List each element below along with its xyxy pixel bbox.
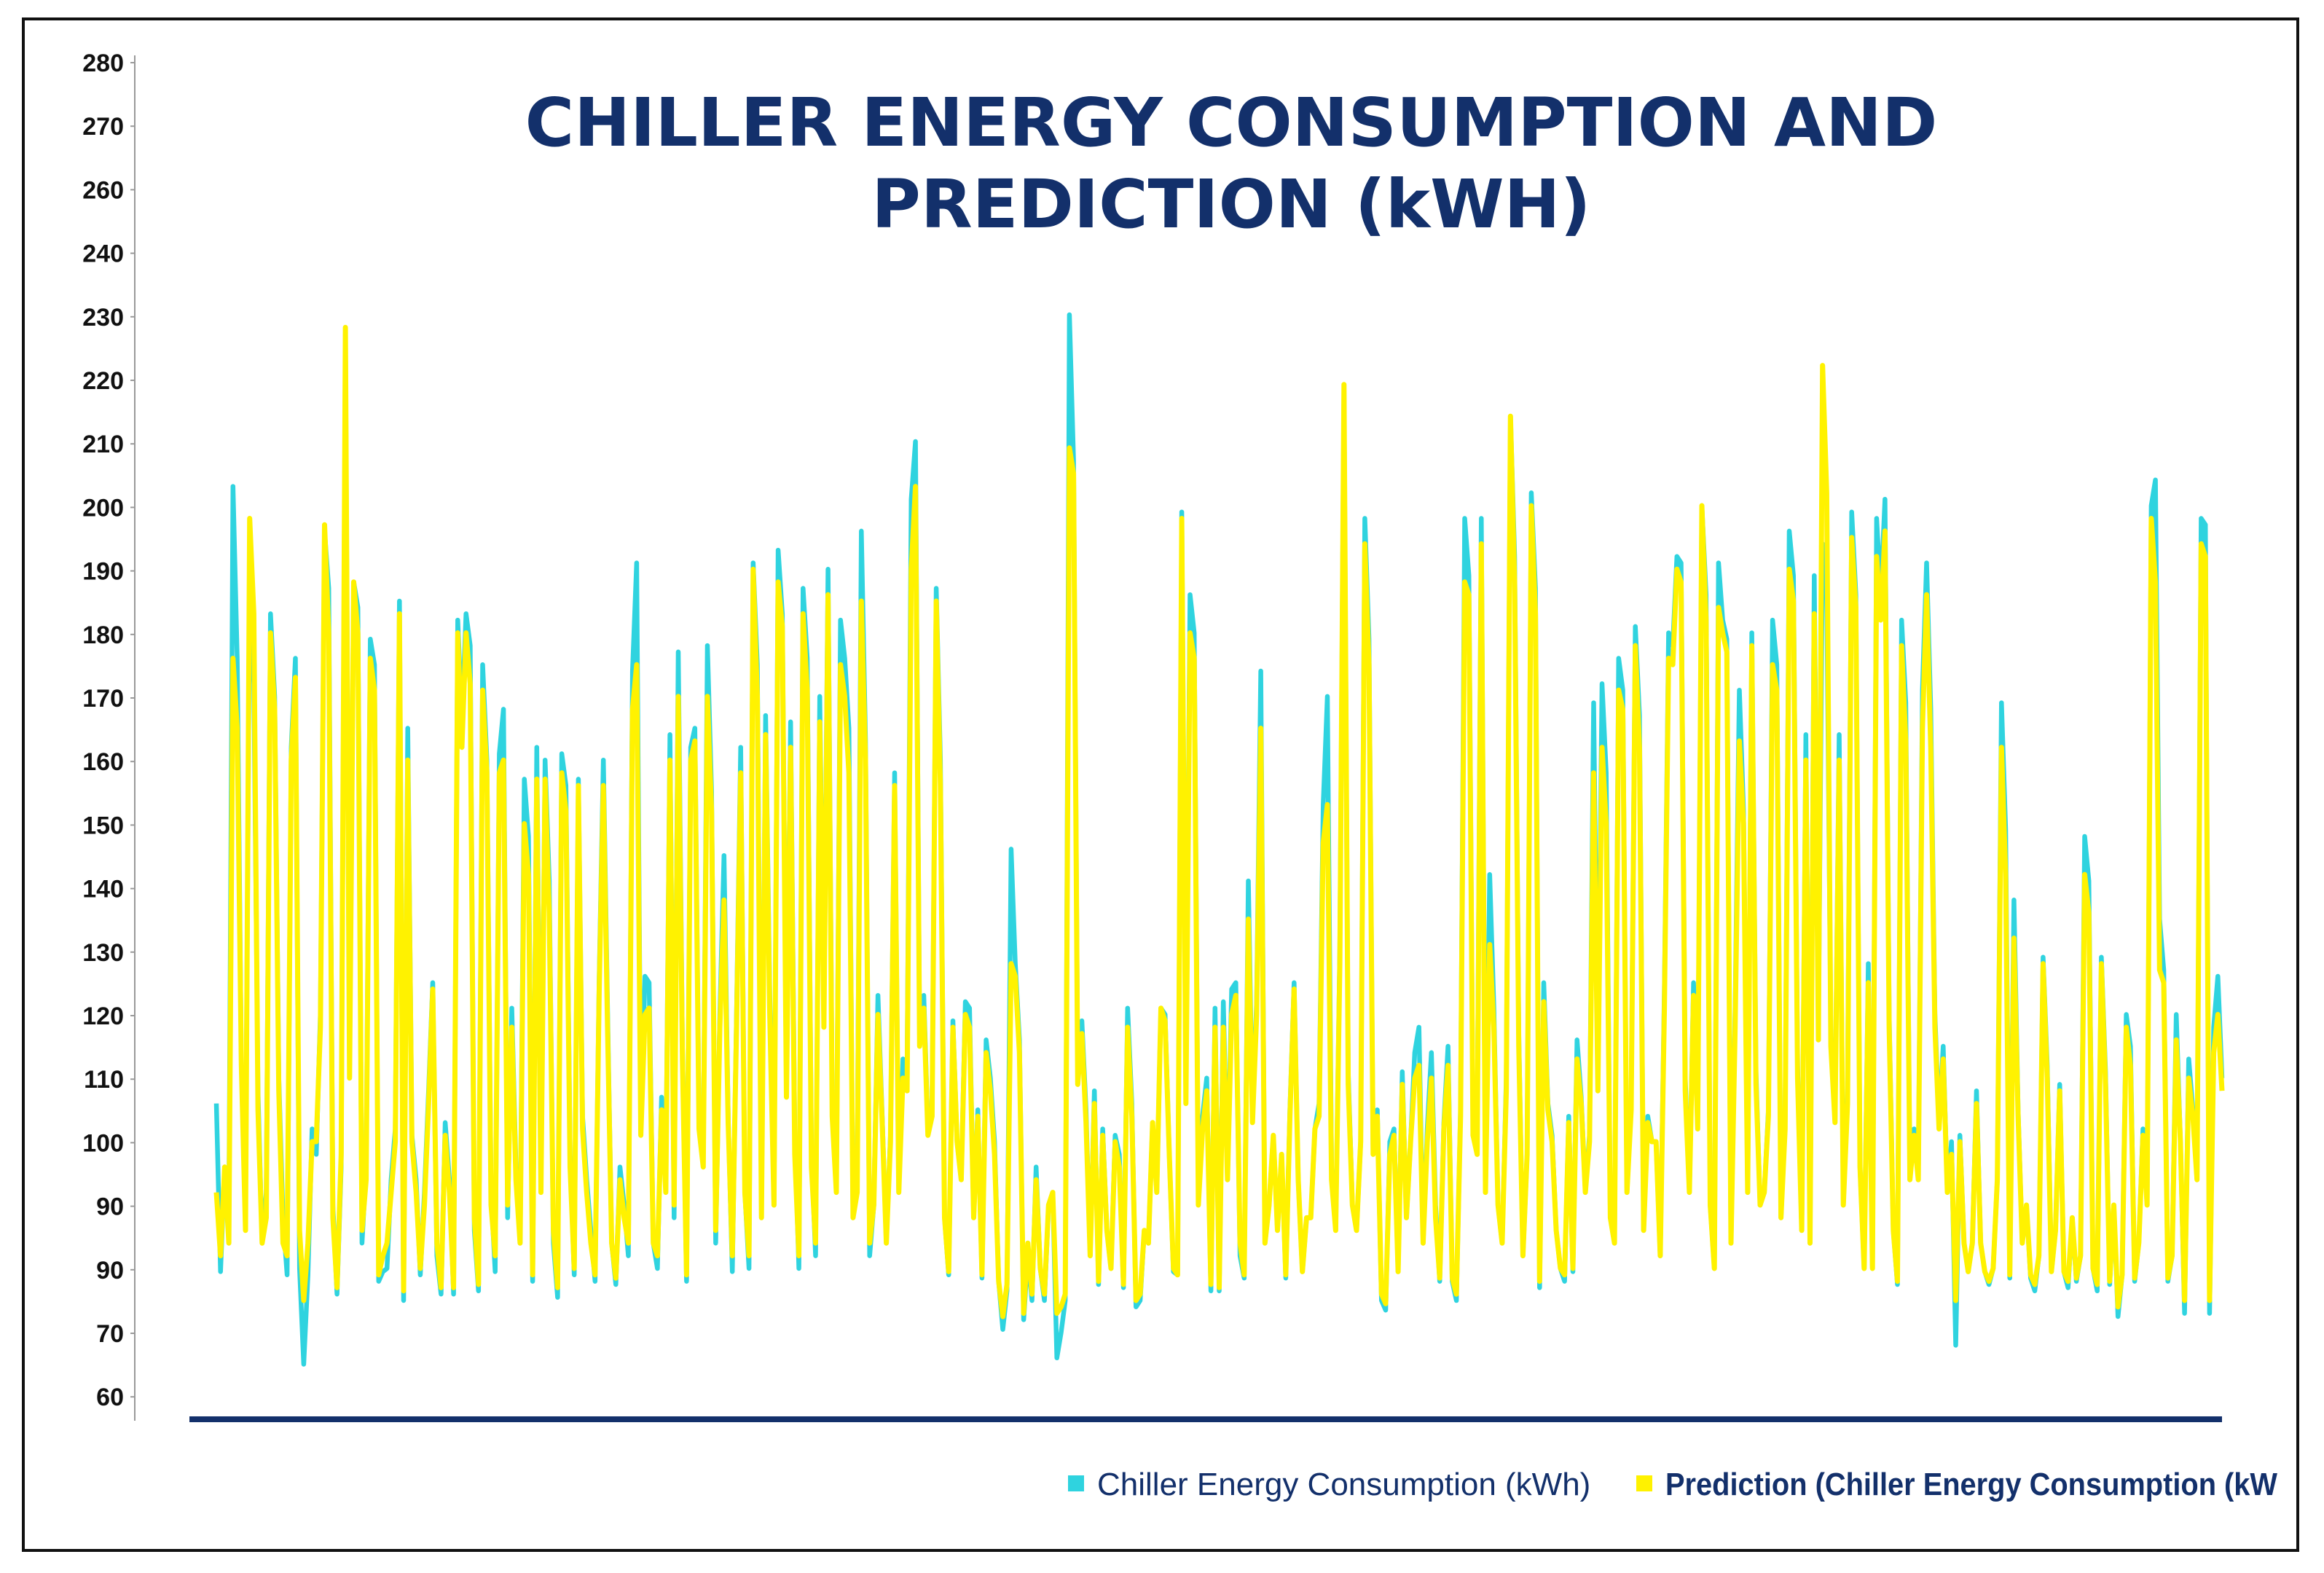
y-tick-label: 270 [82,113,124,141]
legend-label-consumption: Chiller Energy Consumption (kWh) [1097,1467,1590,1502]
y-tick-label: 230 [82,304,124,332]
y-tick-label: 60 [96,1384,124,1411]
chart-legend: Chiller Energy Consumption (kWh) Predict… [1068,1467,2277,1502]
chart-title-line-1: CHILLER ENERGY CONSUMPTION AND [525,84,1938,162]
y-tick-label: 180 [82,621,124,649]
y-tick-label: 110 [84,1066,124,1094]
y-tick-label: 120 [82,1003,124,1030]
series-line-prediction [213,324,2225,1319]
legend-swatch-consumption [1068,1475,1084,1491]
y-tick-label: 190 [82,558,124,586]
y-tick-label: 220 [82,367,124,395]
chart-title: CHILLER ENERGY CONSUMPTION AND PREDICTIO… [525,84,1938,243]
y-tick-label: 240 [82,240,124,268]
y-tick-label: 70 [96,1320,124,1348]
y-tick-label: 170 [82,685,124,713]
y-tick-label: 90 [96,1257,124,1284]
y-tick-label: 150 [82,812,124,839]
y-tick-label: 140 [82,876,124,903]
y-tick-label: 280 [82,50,124,77]
y-tick-label: 200 [82,494,124,522]
y-tick-label: 260 [82,176,124,204]
series-group [213,312,2225,1367]
chart-title-line-2: PREDICTION (kWH) [871,165,1590,243]
y-tick-label: 210 [82,431,124,458]
legend-label-prediction: Prediction (Chiller Energy Consumption (… [1665,1467,2277,1502]
y-tick-label: 130 [82,939,124,967]
y-tick-label: 90 [96,1193,124,1221]
y-axis-ticks: 280 270 260 240 230 220 210 200 190 180 170 160 150 1… [82,50,135,1411]
y-tick-label: 100 [82,1129,124,1157]
legend-swatch-prediction [1636,1475,1652,1491]
y-tick-label: 160 [82,748,124,776]
